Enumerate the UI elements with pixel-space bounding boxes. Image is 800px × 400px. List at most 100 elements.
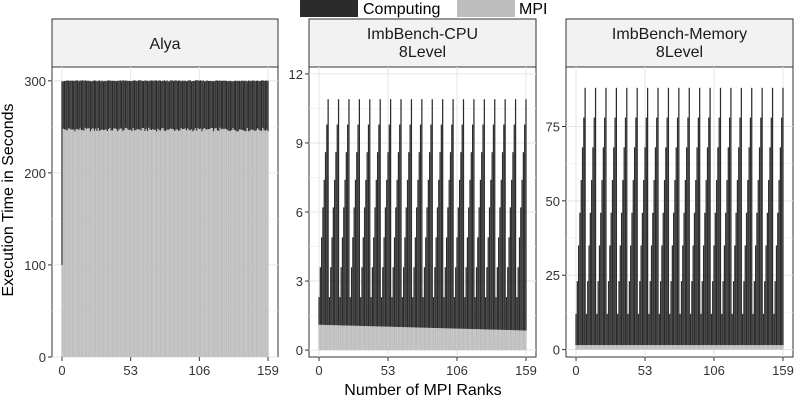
bar-mpi [361,325,363,351]
bar-mpi [718,345,720,350]
bar-computing [781,117,783,346]
bar-mpi [648,345,650,350]
bar-computing [84,80,86,128]
bar-computing [490,179,492,330]
y-tick-label: 25 [546,268,560,283]
bar-computing [132,80,134,129]
bar-mpi [113,128,115,357]
bar-computing [509,207,511,331]
bar-computing [244,80,246,132]
bar-computing [451,124,453,329]
bar-mpi [766,345,768,350]
bar-computing [686,147,688,346]
bar-mpi [671,345,673,350]
bar-computing [71,80,73,130]
bar-mpi [362,326,364,351]
bar-mpi [336,325,338,351]
bar-computing [224,80,226,129]
bar-mpi [683,345,685,350]
bar-mpi [153,129,155,357]
bar-computing [335,152,337,326]
bar-computing [447,207,449,329]
bar-mpi [335,325,337,351]
bar-computing [620,212,623,346]
bar-computing [449,152,452,329]
bar-computing [722,281,724,346]
bar-computing [101,80,103,130]
bar-computing [165,81,167,132]
bar-computing [389,99,392,327]
bar-computing [728,117,731,346]
bar-computing [518,237,521,331]
bar-computing [505,297,508,330]
bar-computing [492,124,495,330]
bar-computing [777,212,779,346]
bar-computing [350,267,353,326]
bar-mpi [696,345,698,350]
bar-mpi [143,127,145,357]
bar-computing [260,80,263,131]
bar-computing [658,313,660,346]
bar-mpi [73,129,75,357]
bar-mpi [609,345,611,350]
bar-computing [461,124,463,329]
bar-computing [774,281,776,346]
bar-computing [626,87,628,346]
bar-computing [153,80,155,130]
bar-mpi [162,127,164,358]
bar-mpi [439,328,441,351]
bar-computing [108,80,110,130]
bar-computing [585,313,588,346]
bar-computing [88,80,90,129]
bar-mpi [619,345,621,350]
y-tick-label: 12 [289,67,303,82]
bar-mpi [216,130,219,357]
bar-computing [413,267,415,328]
bar-mpi [214,128,216,357]
bar-computing [332,207,334,326]
bar-computing [324,152,327,325]
bar-computing [452,99,454,329]
bar-mpi [615,345,617,350]
bar-computing [605,87,607,346]
bar-computing [704,212,706,346]
bar-mpi [652,345,654,350]
bar-computing [458,179,461,329]
bar-computing [624,117,627,346]
bar-mpi [764,345,766,350]
bar-mpi [264,130,267,357]
bar-computing [637,313,640,346]
bar-mpi [384,326,387,351]
bar-mpi [417,327,419,351]
bar-mpi [653,345,655,350]
bar-mpi [679,345,681,350]
y-tick-label: 0 [39,350,46,365]
bar-mpi [66,130,68,357]
bar-computing [753,281,755,346]
bar-computing [114,80,116,129]
bar-computing [483,99,485,330]
bar-computing [176,81,178,130]
bar-computing [702,245,705,346]
bar-computing [131,80,133,132]
bar-computing [358,99,360,326]
bar-computing [501,152,504,330]
bar-computing [254,81,256,132]
bar-computing [460,152,462,329]
bar-mpi [139,129,141,357]
bar-computing [322,207,324,325]
bar-mpi [622,345,624,350]
bar-mpi [409,327,411,351]
bar-mpi [192,131,194,357]
y-axis-title: Execution Time in Seconds [0,104,17,297]
bar-mpi [636,345,638,350]
bar-mpi [462,328,465,351]
bar-mpi [220,129,222,357]
bar-computing [688,87,690,346]
bar-mpi [250,129,252,357]
bar-computing [636,87,638,346]
bar-computing [379,99,381,327]
bar-mpi [374,326,376,351]
